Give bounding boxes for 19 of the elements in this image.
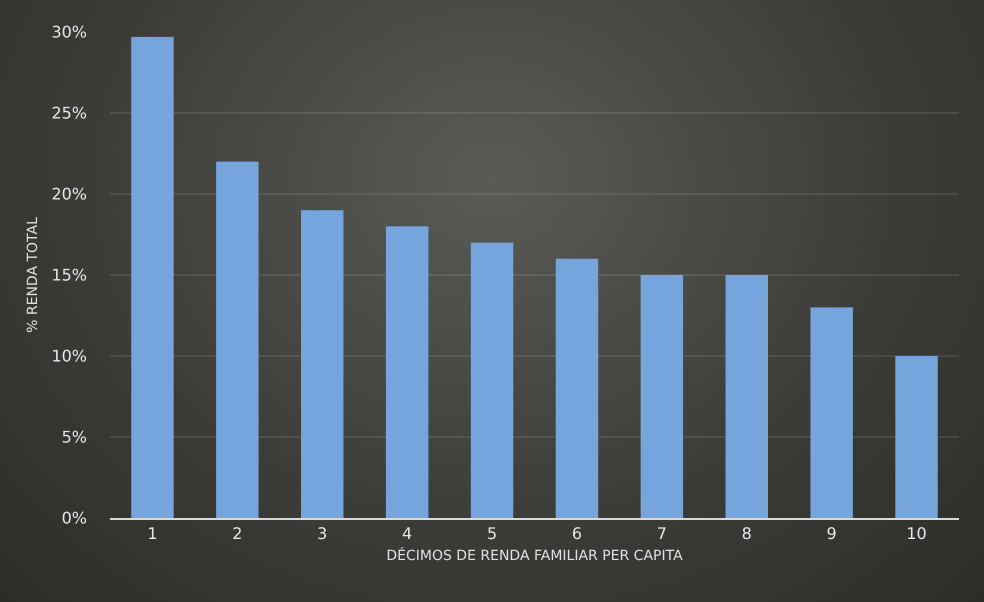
y-tick-label: 0% [62,508,87,528]
x-tick-label: 2 [232,524,242,544]
x-tick-label: 6 [572,524,582,544]
y-tick-label: 5% [62,428,87,447]
y-tick-label: 20% [51,184,87,204]
y-tick-label: 25% [51,104,87,123]
x-tick-label: 4 [402,524,412,544]
x-tick-label: 7 [656,524,667,544]
y-tick-label: 30% [51,22,87,42]
y-tick-label: 15% [51,266,87,285]
x-axis-title: DÉCIMOS DE RENDA FAMILIAR PER CAPITA [386,547,684,564]
x-tick-label: 10 [906,524,927,544]
y-tick-label: 10% [51,346,87,366]
x-tick-label: 1 [147,524,158,544]
y-axis-title: % RENDA TOTAL [25,216,42,333]
x-tick-label: 3 [317,524,328,544]
x-tick-label: 8 [742,524,752,544]
x-tick-label: 9 [826,524,837,544]
x-tick-label: 5 [486,524,498,544]
